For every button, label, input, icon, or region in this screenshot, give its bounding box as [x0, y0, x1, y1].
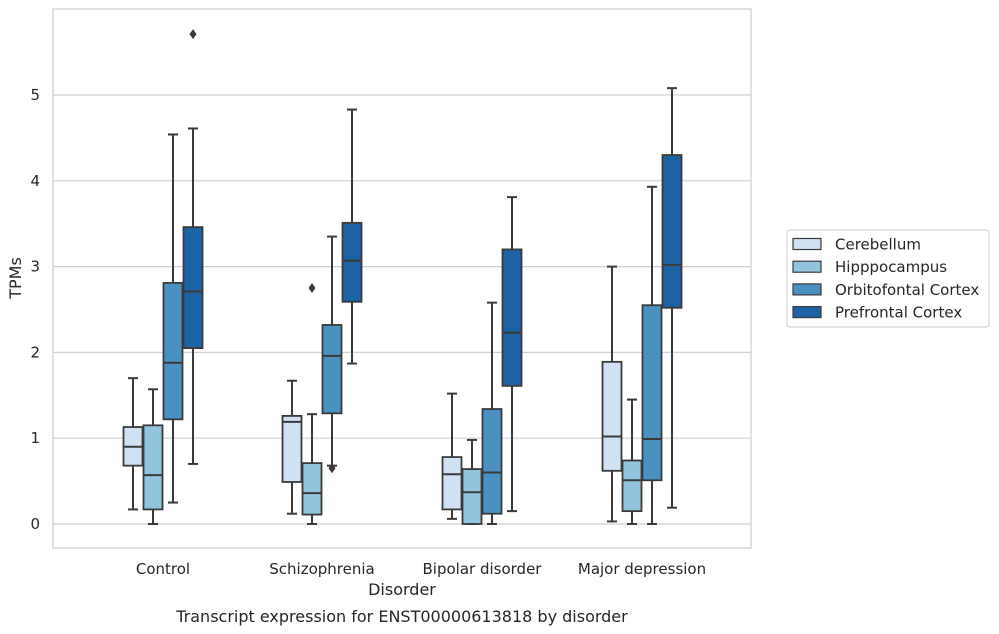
y-tick-labels: 0 1 2 3 4 5: [30, 86, 40, 533]
box-orbitofontal-cortex: [481, 301, 503, 525]
box-cerebellum: [441, 392, 463, 520]
legend-swatch: [792, 283, 822, 296]
box-hipppocampus: [621, 398, 643, 525]
box-body: [441, 456, 463, 511]
box-hipppocampus: [461, 438, 483, 525]
box-prefrontal-cortex: [182, 29, 204, 465]
box-prefrontal-cortex: [661, 87, 683, 509]
legend-item: Hipppocampus: [792, 258, 947, 276]
chart-title: Transcript expression for ENST0000061381…: [175, 607, 628, 626]
box-body: [641, 304, 663, 482]
x-tick-label: Major depression: [578, 560, 706, 578]
legend-frame: [786, 229, 990, 328]
box-body: [501, 248, 523, 387]
legend-label: Orbitofontal Cortex: [835, 281, 979, 299]
y-tick-label: 0: [30, 515, 40, 533]
box-cerebellum: [281, 379, 303, 515]
legend-label: Hipppocampus: [835, 258, 947, 276]
box-body: [162, 282, 184, 421]
box-hipppocampus: [301, 283, 323, 525]
plot-frame: [52, 8, 752, 549]
box-plots: [122, 29, 683, 525]
legend-label: Cerebellum: [835, 236, 921, 254]
x-tick-labels: Control Schizophrenia Bipolar disorder Majo…: [136, 560, 706, 578]
legend-label: Prefrontal Cortex: [835, 304, 962, 322]
box-body: [281, 414, 303, 483]
box-body: [182, 226, 204, 350]
legend-item: Prefrontal Cortex: [792, 304, 962, 322]
box-body: [341, 221, 363, 303]
box-cerebellum: [122, 377, 144, 511]
legend-swatch: [792, 237, 822, 251]
box-orbitofontal-cortex: [162, 133, 184, 504]
y-tick-label: 3: [30, 258, 40, 276]
box-cerebellum: [601, 265, 623, 523]
x-tick-label: Bipolar disorder: [423, 560, 543, 578]
box-body: [601, 360, 623, 472]
outlier-point: [328, 463, 336, 474]
x-tick-label: Control: [136, 560, 190, 578]
legend-swatch: [792, 306, 822, 319]
box-hipppocampus: [142, 388, 164, 525]
box-body: [461, 468, 483, 525]
box-body: [301, 462, 323, 516]
legend-swatch: [792, 260, 822, 273]
box-body: [321, 324, 343, 415]
outlier-point: [189, 29, 197, 40]
box-orbitofontal-cortex: [321, 235, 343, 474]
legend-item: Cerebellum: [792, 236, 921, 254]
box-body: [621, 459, 643, 513]
box-prefrontal-cortex: [501, 196, 523, 513]
y-tick-label: 5: [30, 86, 40, 104]
box-body: [661, 154, 683, 309]
legend-item: Orbitofontal Cortex: [792, 281, 979, 299]
y-tick-label: 4: [30, 172, 40, 190]
box-orbitofontal-cortex: [641, 185, 663, 525]
box-body: [481, 408, 503, 515]
y-tick-label: 1: [30, 429, 40, 447]
box-prefrontal-cortex: [341, 108, 363, 365]
x-axis-label: Disorder: [368, 580, 436, 599]
legend: Cerebellum Hipppocampus Orbitofontal Corte…: [786, 229, 990, 328]
y-axis-label: TPMs: [6, 257, 25, 300]
x-tick-label: Schizophrenia: [269, 560, 374, 578]
outlier-point: [308, 283, 316, 294]
box-body: [142, 424, 164, 511]
y-tick-label: 2: [30, 343, 40, 361]
